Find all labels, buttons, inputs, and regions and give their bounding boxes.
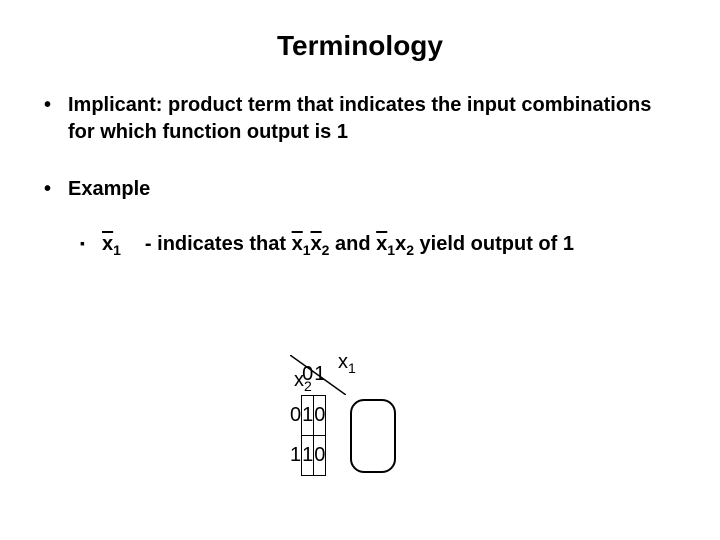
kmap-row-header: 1: [290, 435, 302, 475]
kmap-cell: 0: [314, 395, 326, 435]
example-var: x1: [102, 233, 121, 258]
kmap-row-header: 0: [290, 395, 302, 435]
bullet-example: Example: [68, 176, 680, 203]
slide-title: Terminology: [40, 30, 680, 62]
bullet-implicant-def: Implicant: product term that indicates t…: [68, 92, 680, 146]
kmap-col-header: 0: [302, 355, 314, 395]
kmap-cell: 1: [302, 395, 314, 435]
kmap-cell: 0: [314, 435, 326, 475]
kmap-col-var: x1: [338, 351, 356, 376]
kmap-col-header: 1: [314, 355, 326, 395]
example-explanation: - indicates that x1x2 and x1x2 yield out…: [145, 233, 574, 258]
kmap-cell: 1: [302, 435, 314, 475]
slide: Terminology Implicant: product term that…: [0, 0, 720, 540]
bullet-example-sub: x1 - indicates that x1x2 and x1x2 yield …: [102, 233, 680, 258]
kmap-corner: [290, 355, 302, 395]
kmap-table: 0 1 0 1 0 1 1 0: [290, 355, 326, 476]
kmap-implicant-oval: [350, 399, 396, 473]
